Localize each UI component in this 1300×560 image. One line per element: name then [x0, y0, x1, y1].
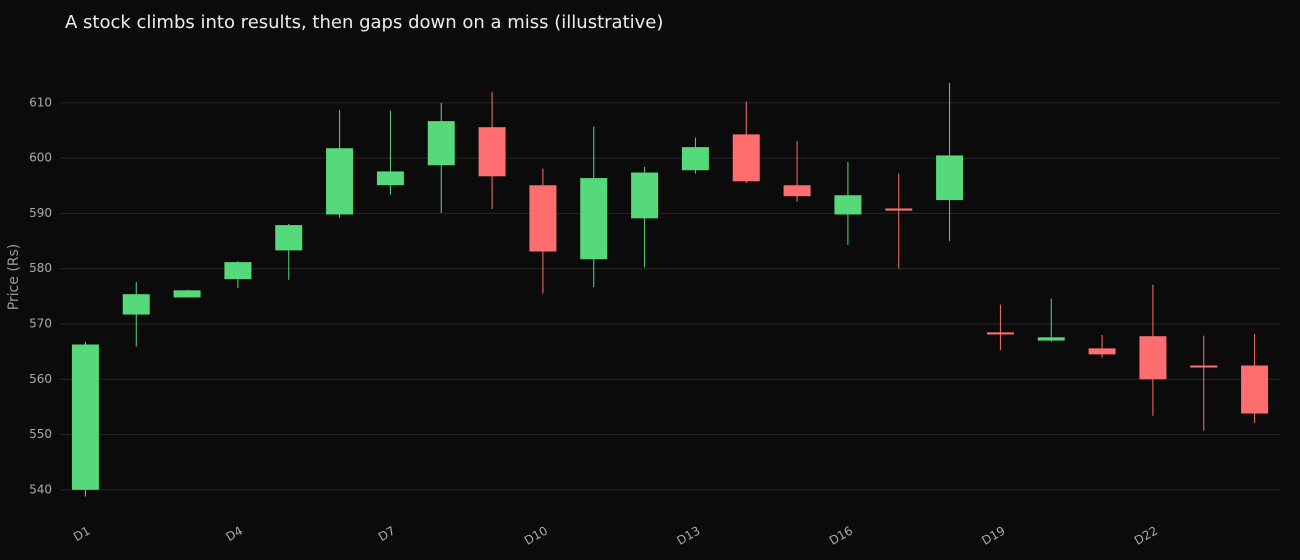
y-tick-label: 600 — [29, 151, 52, 165]
y-tick-label: 560 — [29, 372, 52, 386]
candle-body — [834, 195, 862, 215]
candle-body — [71, 344, 99, 490]
candle-body — [122, 294, 150, 315]
candle-body — [936, 155, 964, 201]
candle-body — [529, 185, 557, 252]
candle-body — [631, 172, 659, 219]
candle-body — [173, 290, 201, 298]
candle-body — [1088, 348, 1116, 355]
y-axis-title: Price (Rs) — [6, 244, 22, 311]
chart-title: A stock climbs into results, then gaps d… — [65, 12, 663, 33]
y-tick-label: 570 — [29, 317, 52, 331]
candle-body — [1139, 336, 1167, 380]
candle-body — [478, 127, 506, 177]
candle-body — [1241, 365, 1269, 414]
candle-body — [427, 121, 455, 166]
candle-body — [885, 208, 913, 211]
y-tick-label: 590 — [29, 206, 52, 220]
candle-body — [376, 171, 404, 186]
candle-body — [326, 148, 354, 215]
candle-body — [1037, 337, 1065, 341]
candle-body — [681, 147, 709, 171]
y-tick-label: 550 — [29, 427, 52, 441]
candle-body — [224, 262, 252, 280]
candle-body — [580, 178, 608, 260]
candle-body — [275, 225, 303, 251]
candle-body — [986, 332, 1014, 335]
y-tick-label: 610 — [29, 95, 52, 109]
candle-body — [1190, 365, 1218, 368]
y-tick-label: 540 — [29, 482, 52, 496]
y-tick-label: 580 — [29, 261, 52, 275]
candle-body — [783, 185, 811, 197]
candle-body — [732, 134, 760, 182]
